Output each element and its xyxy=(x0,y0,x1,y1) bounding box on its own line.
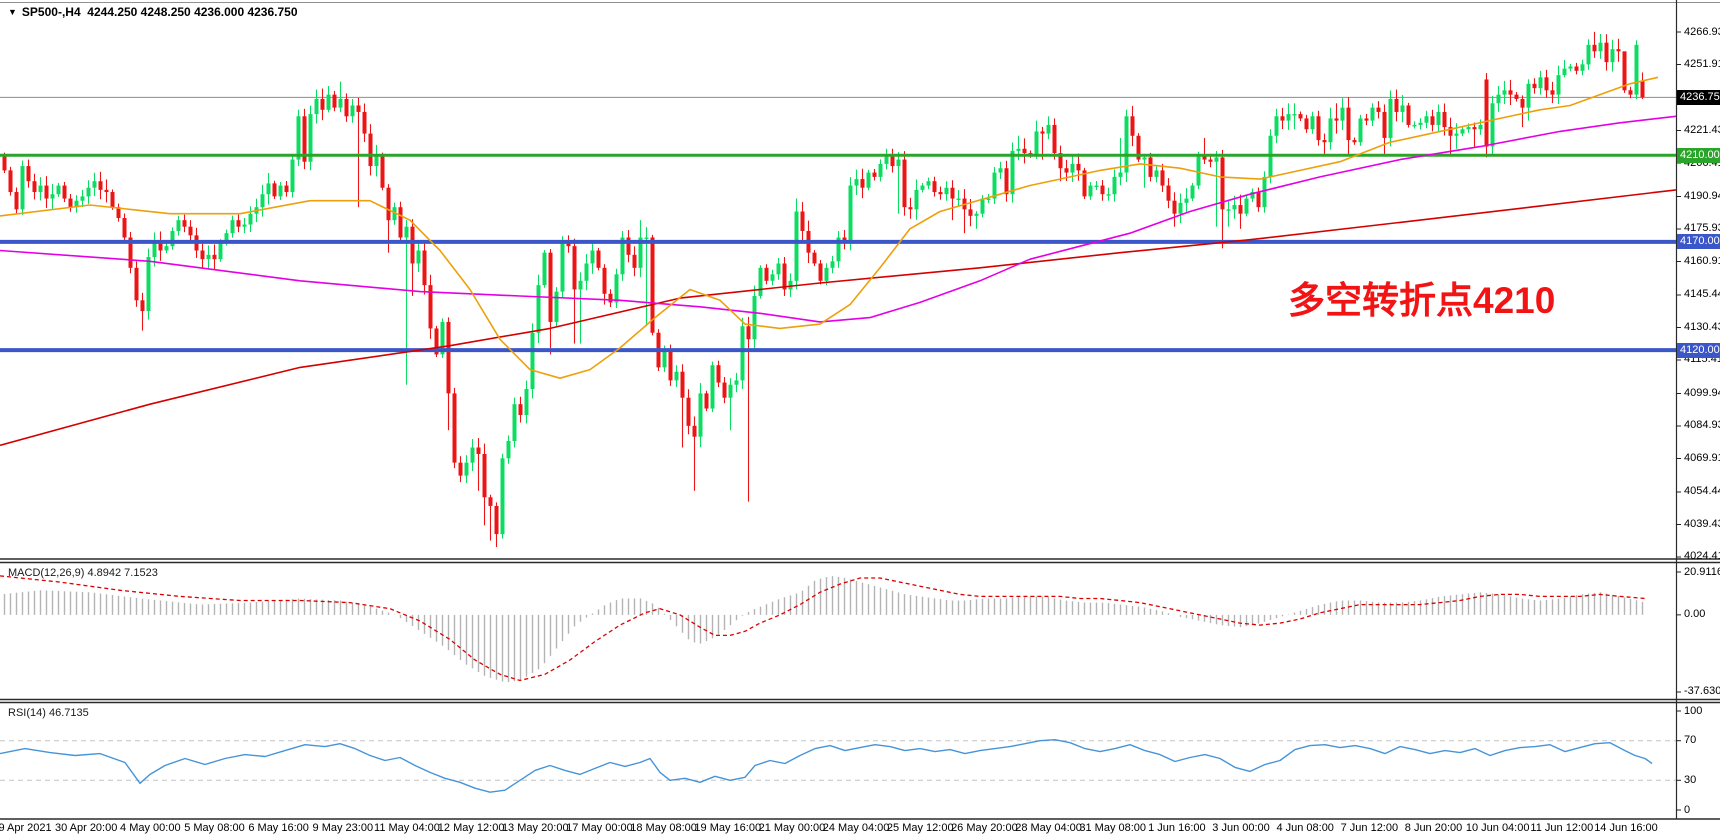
rsi-axis-label: 70 xyxy=(1684,734,1697,747)
rsi-axis-label: 100 xyxy=(1684,704,1703,717)
price-axis-label: 4160.915 xyxy=(1684,255,1720,267)
rsi-axis-label: 0 xyxy=(1684,803,1691,816)
symbol-ohlc-values: 4244.250 4248.250 4236.000 4236.750 xyxy=(87,5,298,19)
time-axis-label: 13 May 20:00 xyxy=(501,822,569,834)
time-axis-label: 25 May 12:00 xyxy=(886,822,954,834)
macd-axis-label: -37.6302 xyxy=(1684,685,1720,698)
price-axis-label: 4084.930 xyxy=(1684,419,1720,432)
time-axis-label: 7 Jun 12:00 xyxy=(1340,822,1399,834)
time-axis-label: 31 May 08:00 xyxy=(1079,822,1147,834)
time-axis-label: 4 May 00:00 xyxy=(120,822,181,834)
time-axis-label: 30 Apr 20:00 xyxy=(54,822,118,834)
price-axis-label: 4024.415 xyxy=(1684,550,1720,563)
price-axis-label: 4251.915 xyxy=(1684,58,1720,70)
rsi-axis-label: 30 xyxy=(1684,773,1697,786)
time-axis-label: 17 May 00:00 xyxy=(566,822,633,834)
price-axis-label: 4069.915 xyxy=(1684,451,1720,464)
price-axis-label: 4039.430 xyxy=(1684,517,1720,530)
symbol-dropdown-icon[interactable]: ▼ xyxy=(8,7,17,17)
price-axis-label: 4190.945 xyxy=(1684,189,1720,202)
price-axis-label: 4054.445 xyxy=(1684,485,1720,498)
macd-indicator-label: MACD(12,26,9) 4.8942 7.1523 xyxy=(8,567,158,579)
time-axis-label: 24 May 04:00 xyxy=(822,822,890,834)
rsi-indicator-label: RSI(14) 46.7135 xyxy=(8,707,89,719)
time-axis-label: 12 May 12:00 xyxy=(437,822,505,834)
price-axis-label: 4130.430 xyxy=(1684,320,1720,333)
time-axis-label: 6 May 16:00 xyxy=(248,822,309,834)
price-axis-label: 4266.930 xyxy=(1684,25,1720,38)
time-axis-label: 5 May 08:00 xyxy=(184,822,245,834)
time-axis-label: 19 May 16:00 xyxy=(694,822,762,834)
macd-axis-label: 0.00 xyxy=(1684,608,1706,621)
price-tag-blue: 4170.000 xyxy=(1677,234,1720,250)
time-axis-label: 9 May 23:00 xyxy=(312,822,374,834)
time-axis-label: 11 Jun 12:00 xyxy=(1530,822,1594,834)
price-tag-blue: 4120.000 xyxy=(1677,342,1720,358)
time-axis-label: 8 Jun 20:00 xyxy=(1404,822,1463,834)
symbol-title: ▼ SP500-,H4 4244.250 4248.250 4236.000 42… xyxy=(8,5,298,19)
time-axis-label: 26 May 20:00 xyxy=(951,822,1018,834)
chart-annotation-text: 多空转折点4210 xyxy=(1288,280,1556,321)
time-axis-label: 14 Jun 16:00 xyxy=(1594,822,1658,834)
time-axis-label: 1 Jun 16:00 xyxy=(1148,822,1206,834)
time-axis-label: 18 May 08:00 xyxy=(630,822,697,834)
price-axis-label: 4221.430 xyxy=(1684,123,1720,136)
price-axis-label: 4099.945 xyxy=(1684,386,1720,399)
price-tag-green: 4210.000 xyxy=(1677,147,1720,163)
time-axis-label: 11 May 04:00 xyxy=(374,822,440,834)
time-axis-label: 10 Jun 04:00 xyxy=(1465,822,1530,834)
time-axis-label: 29 Apr 2021 xyxy=(0,822,52,834)
price-axis-label: 4145.445 xyxy=(1684,288,1720,301)
time-axis-label: 4 Jun 08:00 xyxy=(1276,822,1334,834)
price-tag-current: 4236.750 xyxy=(1677,89,1720,105)
time-axis-label: 28 May 04:00 xyxy=(1015,822,1082,834)
macd-axis-label: 20.9116 xyxy=(1684,565,1720,578)
time-axis-label: 3 Jun 00:00 xyxy=(1212,822,1270,834)
price-axis-label: 4175.930 xyxy=(1684,222,1720,235)
time-axis-label: 21 May 00:00 xyxy=(758,822,826,834)
symbol-name: SP500-,H4 xyxy=(21,5,81,19)
